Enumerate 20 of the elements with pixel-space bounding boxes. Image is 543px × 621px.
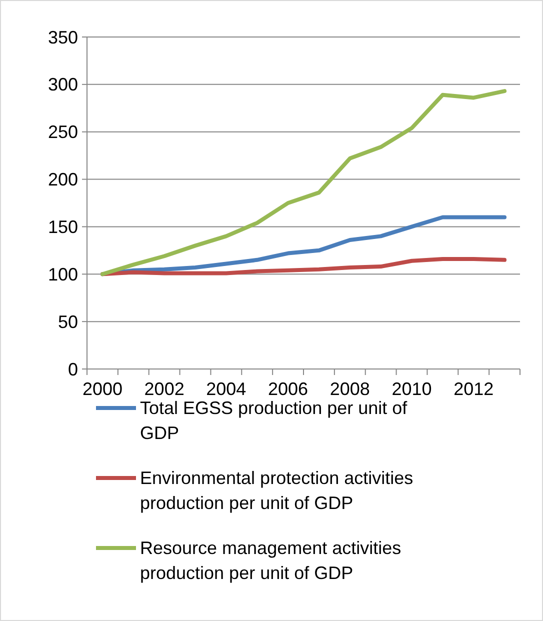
- x-tick-label: 2012: [454, 379, 494, 399]
- y-tick-label: 50: [58, 312, 78, 332]
- line-series: [100, 89, 507, 276]
- x-tick-label: 2008: [330, 379, 370, 399]
- y-tick-label: 200: [48, 170, 78, 190]
- x-tick-label: 2002: [144, 379, 184, 399]
- legend-label: Total EGSS production per unit of GDP: [140, 398, 408, 443]
- legend-label: Environmental protection activities production per unit of GDP: [140, 468, 414, 513]
- x-tick-label: 2000: [82, 379, 122, 399]
- y-tick-label: 100: [48, 264, 78, 284]
- y-tick-label: 150: [48, 217, 78, 238]
- y-tick-label: 300: [48, 74, 78, 95]
- x-tick-label: 2004: [206, 379, 246, 399]
- y-tick-label: 350: [48, 27, 78, 48]
- line-series: [100, 256, 507, 276]
- x-tick-label: 2006: [268, 379, 308, 399]
- legend-label: Resource management activities production per unit of GDP: [140, 538, 402, 583]
- x-tick-label: 2010: [392, 379, 432, 399]
- y-tick-label: 0: [68, 359, 78, 380]
- y-tick-label: 250: [48, 122, 78, 142]
